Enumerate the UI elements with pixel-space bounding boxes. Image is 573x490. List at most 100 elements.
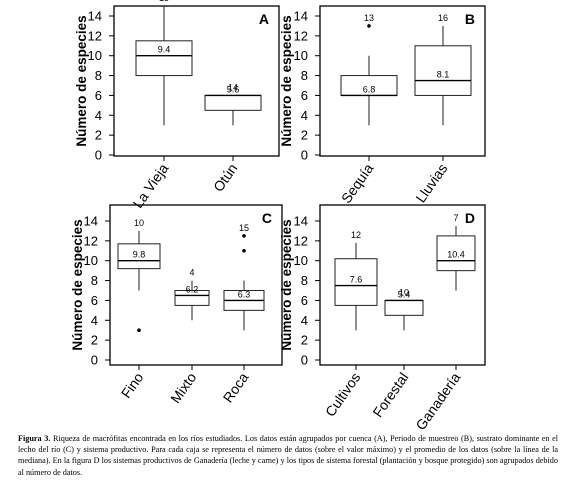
mean-label: 5.6 bbox=[227, 84, 240, 94]
iqr-box bbox=[204, 94, 262, 111]
box-mixto: 4 6.2 Mixto bbox=[167, 268, 210, 406]
y-axis-label: Número de especies bbox=[74, 15, 89, 146]
y-tick-label: 10 bbox=[294, 48, 308, 63]
y-tick-label: 6 bbox=[301, 88, 308, 103]
iqr-box bbox=[135, 40, 193, 77]
y-tick-label: 0 bbox=[301, 353, 308, 368]
n-label: 10 bbox=[399, 287, 409, 297]
caption-text: Riqueza de macrófitas encontrada en los … bbox=[18, 434, 559, 477]
n-label: 15 bbox=[239, 223, 249, 233]
x-tick-label: Forestal bbox=[369, 370, 411, 421]
figure-caption: Figura 3. Riqueza de macrófitas encontra… bbox=[18, 433, 558, 478]
outlier-point bbox=[367, 24, 371, 28]
y-tick-label: 6 bbox=[301, 293, 308, 308]
box-cultivos: 12 7.6 Cultivos bbox=[322, 230, 378, 420]
x-tick-label: Fino bbox=[118, 369, 147, 401]
plot-frame bbox=[319, 204, 486, 366]
outlier-point bbox=[242, 248, 246, 253]
plot-frame bbox=[319, 5, 486, 157]
y-tick-label: 4 bbox=[301, 108, 308, 123]
y-tick-label: 2 bbox=[301, 333, 308, 348]
y-tick-label: 14 bbox=[294, 9, 308, 24]
box-ot-n: 145.6 Otún bbox=[204, 82, 262, 195]
n-label: 10 bbox=[134, 218, 144, 228]
x-tick-label: Ganadería bbox=[412, 369, 463, 430]
y-tick-label: 14 bbox=[88, 9, 102, 24]
y-tick-label: 2 bbox=[95, 128, 102, 143]
panel-label: B bbox=[465, 11, 475, 27]
y-tick-label: 8 bbox=[91, 273, 98, 288]
n-label: 14 bbox=[228, 82, 238, 92]
mean-label: 6.2 bbox=[186, 284, 199, 294]
y-axis-label: Número de especies bbox=[279, 219, 294, 350]
box-la-vieja: 15 9.4 La Vieja bbox=[129, 0, 193, 211]
x-tick-label: Otún bbox=[210, 161, 241, 195]
y-tick-label: 10 bbox=[84, 253, 98, 268]
y-tick-label: 6 bbox=[91, 293, 98, 308]
panel-label: C bbox=[262, 210, 272, 226]
n-label: 4 bbox=[189, 268, 194, 278]
y-tick-label: 8 bbox=[301, 68, 308, 83]
y-tick-label: 12 bbox=[294, 28, 308, 43]
mean-label: 8.1 bbox=[437, 70, 450, 80]
iqr-box bbox=[384, 299, 424, 316]
plot-frame bbox=[109, 204, 283, 366]
x-tick-label: Lluvias bbox=[412, 161, 450, 206]
y-tick-label: 14 bbox=[294, 214, 308, 229]
box-forestal: 105.4 Forestal bbox=[369, 287, 424, 421]
box-lluvias: 16 8.1 Lluvias bbox=[412, 13, 472, 206]
x-tick-label: Roca bbox=[220, 369, 252, 405]
box-sequ-a: 13 6.8 Sequía bbox=[338, 13, 398, 206]
caption-label: Figura 3. bbox=[18, 434, 51, 443]
x-tick-label: Sequía bbox=[338, 160, 377, 206]
mean-label: 10.4 bbox=[447, 250, 465, 260]
x-tick-label: Mixto bbox=[167, 369, 199, 406]
x-tick-label: La Vieja bbox=[129, 160, 171, 211]
y-tick-label: 12 bbox=[294, 233, 308, 248]
mean-label: 6.8 bbox=[363, 84, 376, 94]
y-tick-label: 14 bbox=[84, 214, 98, 229]
panel-label: D bbox=[465, 210, 475, 226]
y-tick-label: 0 bbox=[95, 148, 102, 163]
mean-label: 9.4 bbox=[158, 45, 171, 55]
y-tick-label: 4 bbox=[91, 313, 98, 328]
box-roca: 15 6.3 Roca bbox=[220, 223, 265, 405]
mean-label: 9.8 bbox=[133, 250, 146, 260]
iqr-box bbox=[436, 235, 476, 272]
y-tick-label: 6 bbox=[95, 88, 102, 103]
outlier-point bbox=[137, 328, 141, 333]
iqr-box bbox=[174, 290, 210, 306]
iqr-box bbox=[334, 258, 378, 306]
y-tick-label: 12 bbox=[84, 233, 98, 248]
y-tick-label: 10 bbox=[294, 253, 308, 268]
y-axis-label: Número de especies bbox=[279, 15, 294, 146]
box-ganader-a: 7 10.4 Ganadería bbox=[412, 213, 476, 430]
iqr-box bbox=[117, 243, 161, 270]
box-fino: 10 9.8 Fino bbox=[117, 218, 161, 401]
mean-label: 7.6 bbox=[350, 275, 363, 285]
n-label: 16 bbox=[438, 13, 448, 23]
y-tick-label: 0 bbox=[301, 148, 308, 163]
mean-label: 5.4 bbox=[398, 289, 411, 299]
x-tick-label: Cultivos bbox=[322, 370, 364, 420]
y-tick-label: 4 bbox=[301, 313, 308, 328]
y-tick-label: 0 bbox=[91, 353, 98, 368]
y-tick-label: 8 bbox=[301, 273, 308, 288]
panel-label: A bbox=[259, 11, 269, 27]
y-tick-label: 10 bbox=[88, 48, 102, 63]
n-label: 15 bbox=[159, 0, 169, 3]
y-tick-label: 8 bbox=[95, 68, 102, 83]
y-tick-label: 2 bbox=[301, 128, 308, 143]
y-tick-label: 4 bbox=[95, 108, 102, 123]
outlier-point bbox=[242, 234, 246, 238]
iqr-box bbox=[414, 45, 472, 96]
n-label: 12 bbox=[351, 230, 361, 240]
y-tick-label: 2 bbox=[91, 333, 98, 348]
y-axis-label: Número de especies bbox=[70, 219, 85, 350]
n-label: 13 bbox=[364, 13, 374, 23]
